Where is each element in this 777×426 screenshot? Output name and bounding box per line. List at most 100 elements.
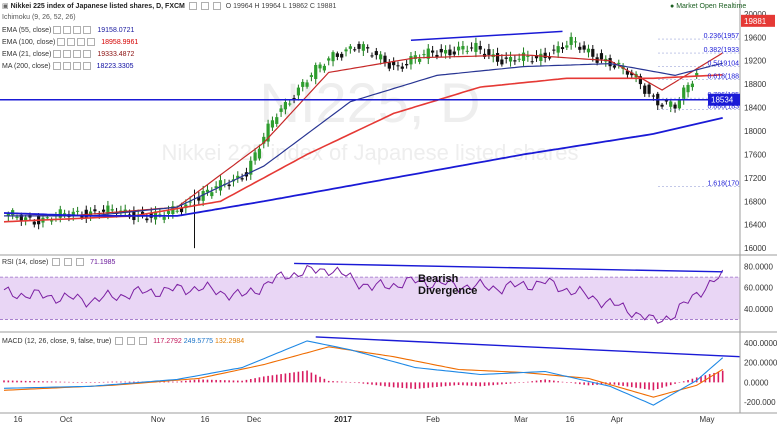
indicator-control-button[interactable]: [63, 50, 72, 58]
indicator-control-button[interactable]: [67, 38, 76, 46]
rsi-close-button[interactable]: [76, 258, 85, 266]
candle-body: [469, 47, 474, 49]
macd-histogram-bar: [674, 382, 676, 384]
macd-histogram-bar: [301, 371, 304, 383]
indicator-control-button[interactable]: [73, 50, 82, 58]
candle-body: [547, 57, 552, 59]
macd-histogram-bar: [37, 381, 40, 383]
macd-histogram-bar: [340, 381, 343, 383]
macd-histogram-bar: [479, 382, 482, 387]
macd-close-button[interactable]: [139, 337, 148, 345]
macd-histogram-bar: [392, 382, 395, 388]
x-tick-label: 16: [566, 415, 575, 424]
macd-signal-value: 132.2984: [214, 337, 245, 345]
indicator-value: 19333.4872: [95, 50, 135, 58]
candle-body: [80, 215, 84, 218]
macd-histogram-bar: [167, 381, 170, 383]
candle-body: [686, 84, 690, 93]
macd-histogram-bar: [687, 380, 689, 383]
macd-legend: MACD (12, 26, close, 9, false, true) 117…: [2, 337, 244, 345]
macd-histogram-bar: [206, 379, 209, 383]
candle-body: [374, 51, 378, 56]
candle-body: [677, 99, 681, 109]
macd-histogram-bar: [630, 382, 633, 388]
settings-button[interactable]: [200, 2, 209, 11]
candle-body: [643, 85, 647, 94]
macd-histogram-bar: [219, 380, 222, 383]
indicator-control-button[interactable]: [72, 62, 81, 70]
macd-histogram-bar: [349, 382, 352, 383]
rsi-settings-button[interactable]: [64, 258, 73, 266]
indicator-control-button[interactable]: [63, 26, 72, 34]
candle-body: [6, 213, 10, 216]
macd-histogram-bar: [635, 382, 637, 388]
ohlc-readout: O 19964 H 19964 L 19862 C 19881: [225, 3, 337, 10]
candle-body: [660, 104, 664, 107]
last-price-label: 19881: [744, 17, 767, 26]
macd-histogram-bar: [609, 382, 611, 385]
candle-body: [101, 209, 106, 212]
macd-histogram-bar: [115, 381, 118, 383]
candle-body: [348, 46, 352, 49]
candle-body: [521, 52, 526, 61]
candle-body: [405, 63, 409, 66]
settings-icon[interactable]: ▣: [2, 3, 9, 10]
indicator-control-button[interactable]: [52, 62, 61, 70]
candle-body: [227, 184, 231, 187]
macd-histogram-bar: [721, 370, 724, 383]
macd-histogram-bar: [665, 382, 668, 387]
indicator-control-button[interactable]: [87, 38, 96, 46]
macd-settings-button[interactable]: [127, 337, 136, 345]
macd-histogram-bar: [323, 378, 326, 383]
candle-body: [145, 218, 149, 221]
indicator-control-button[interactable]: [62, 62, 71, 70]
indicator-control-button[interactable]: [57, 38, 66, 46]
macd-histogram-bar: [518, 382, 520, 383]
candle-body: [257, 148, 262, 159]
indicator-legend-row: EMA (55, close) 19158.0721: [2, 26, 134, 34]
x-tick-label: 16: [14, 415, 23, 424]
macd-histogram-bar: [72, 381, 75, 383]
indicator-value: 19158.0721: [95, 26, 135, 34]
indicator-value: 18958.9961: [99, 38, 139, 46]
macd-histogram-bar: [643, 382, 646, 390]
candle-body: [93, 209, 97, 212]
rsi-eye-button[interactable]: [52, 258, 61, 266]
indicator-control-button[interactable]: [53, 26, 62, 34]
watermark-symbol: NI225, D: [260, 71, 481, 134]
price-tick-label: 16000: [744, 244, 767, 253]
eye-toggle-button[interactable]: [188, 2, 197, 11]
macd-histogram-bar: [410, 382, 412, 389]
candle-body: [439, 48, 443, 53]
indicator-control-button[interactable]: [77, 38, 86, 46]
realtime-label: Realtime: [718, 3, 747, 10]
indicator-legend-row: EMA (21, close) 19333.4872: [2, 50, 134, 58]
macd-histogram-bar: [297, 371, 300, 383]
candle-body: [487, 49, 491, 55]
close-button[interactable]: [212, 2, 221, 11]
macd-eye-button[interactable]: [115, 337, 124, 345]
candle-body: [249, 160, 253, 175]
candle-body: [504, 57, 508, 59]
candle-body: [409, 56, 413, 65]
indicator-control-button[interactable]: [73, 26, 82, 34]
macd-histogram-bar: [180, 381, 183, 383]
macd-histogram-bar: [561, 381, 564, 383]
status-dot-icon: ●: [670, 3, 675, 10]
macd-histogram-bar: [600, 382, 603, 385]
macd-histogram-bar: [198, 379, 200, 383]
indicator-control-button[interactable]: [82, 62, 91, 70]
indicator-control-button[interactable]: [83, 50, 92, 58]
candle-body: [288, 103, 292, 105]
fib-level-label: 0.618(188: [707, 73, 739, 80]
indicator-control-button[interactable]: [83, 26, 92, 34]
candle-body: [322, 65, 326, 71]
x-tick-label: Mar: [514, 415, 528, 424]
macd-histogram-bar: [42, 381, 44, 383]
candle-body: [651, 95, 656, 97]
macd-histogram-bar: [678, 382, 681, 383]
macd-histogram-bar: [163, 381, 165, 383]
indicator-control-button[interactable]: [53, 50, 62, 58]
resistance-trendline: [410, 30, 563, 41]
